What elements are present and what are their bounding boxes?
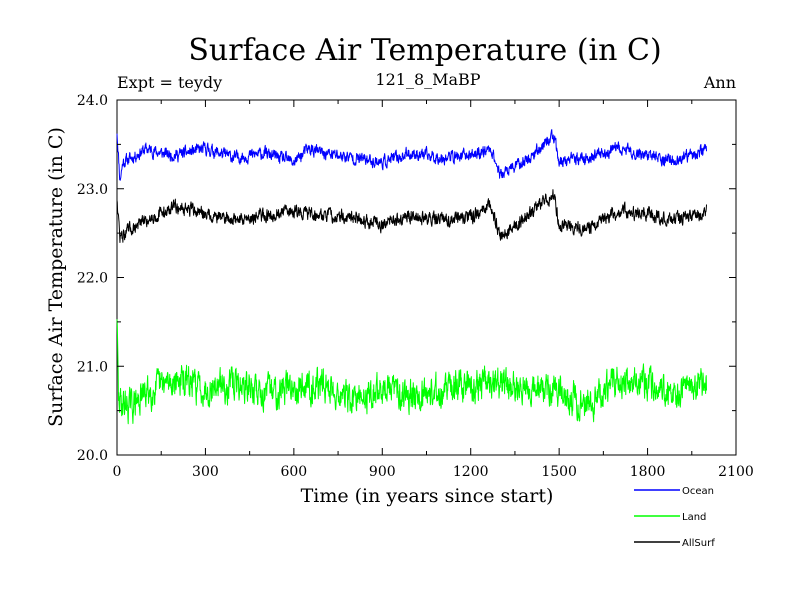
x-tick-label: 300	[192, 464, 219, 480]
y-tick-label: 22.0	[77, 271, 108, 287]
y-tick-label: 23.0	[77, 182, 108, 198]
legend-label-allsurf: AllSurf	[682, 538, 715, 549]
y-tick-label: 20.0	[77, 448, 108, 464]
series-line-ocean	[116, 129, 708, 181]
legend: Ocean Land AllSurf	[634, 486, 715, 549]
experiment-label: Expt = teydy	[117, 73, 222, 92]
tick-layer: 0 300 600 900 1200 1500 1800 2100 20.0 21.0 22.0 23…	[77, 93, 754, 480]
plot-area: 0 300 600 900 1200 1500 1800 2100 20.0 21.0 22.0 23…	[77, 93, 754, 480]
x-tick-label: 1500	[541, 464, 577, 480]
y-tick-label: 21.0	[77, 359, 108, 375]
x-tick-label: 1800	[630, 464, 666, 480]
x-tick-label: 1200	[453, 464, 489, 480]
x-tick-label: 0	[113, 464, 122, 480]
chart-title: Surface Air Temperature (in C)	[188, 33, 661, 68]
x-tick-label: 600	[280, 464, 307, 480]
series-layer	[116, 129, 708, 425]
y-tick-label: 24.0	[77, 93, 108, 109]
x-tick-label: 900	[369, 464, 396, 480]
series-line-land	[116, 319, 708, 425]
case-label: 121_8_MaBP	[375, 70, 480, 89]
legend-label-ocean: Ocean	[682, 486, 714, 497]
x-axis-label: Time (in years since start)	[301, 485, 554, 507]
season-label: Ann	[703, 73, 736, 92]
legend-label-land: Land	[682, 512, 706, 523]
series-line-allsurf	[116, 189, 708, 244]
y-axis-label: Surface Air Temperature (in C)	[45, 127, 67, 427]
x-tick-label: 2100	[718, 464, 754, 480]
